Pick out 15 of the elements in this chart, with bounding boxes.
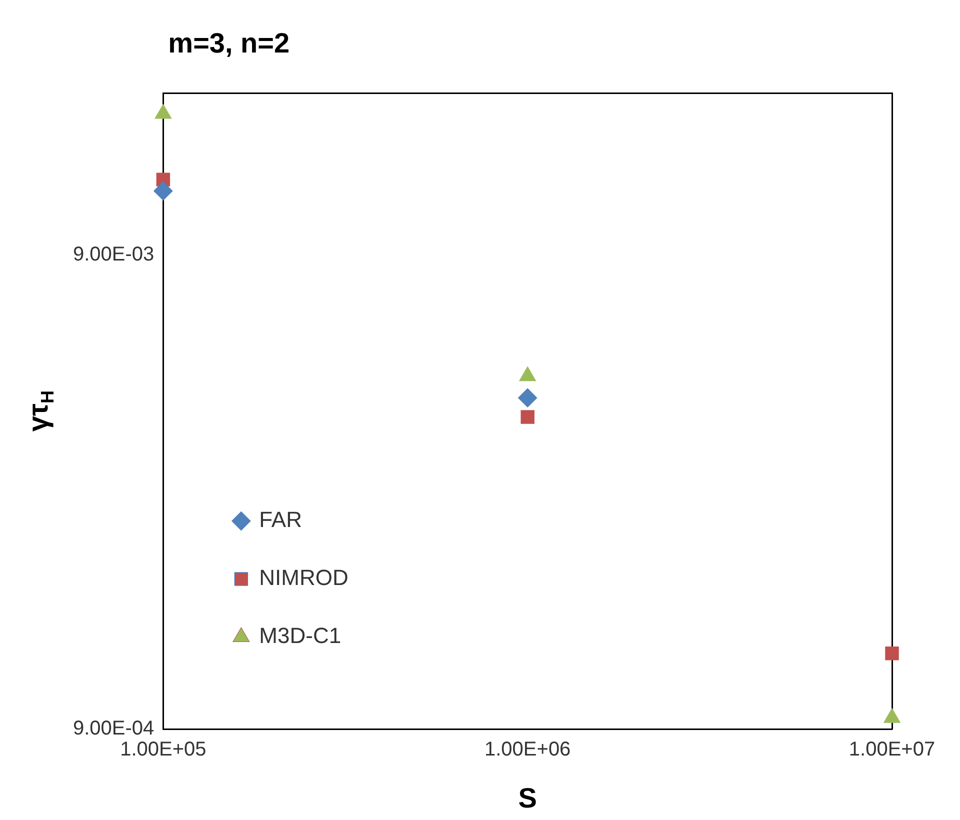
y-axis-title: γτH [22, 390, 58, 432]
x-axis-title: S [518, 782, 537, 814]
x-tick-label: 1.00E+05 [120, 738, 206, 761]
point [518, 388, 538, 408]
y-tick-label: 9.00E-03 [73, 244, 154, 266]
point [520, 410, 534, 424]
point [154, 181, 173, 200]
legend-label: FAR [259, 507, 302, 532]
legend-label: NIMROD [259, 565, 348, 590]
chart-title: m=3, n=2 [168, 28, 290, 59]
y-tick-label: 9.00E-04 [73, 718, 154, 740]
x-tick-label: 1.00E+06 [484, 738, 571, 761]
legend-label: M3D-C1 [259, 623, 342, 648]
x-tick-label: 1.00E+07 [848, 738, 936, 761]
point [885, 646, 899, 660]
